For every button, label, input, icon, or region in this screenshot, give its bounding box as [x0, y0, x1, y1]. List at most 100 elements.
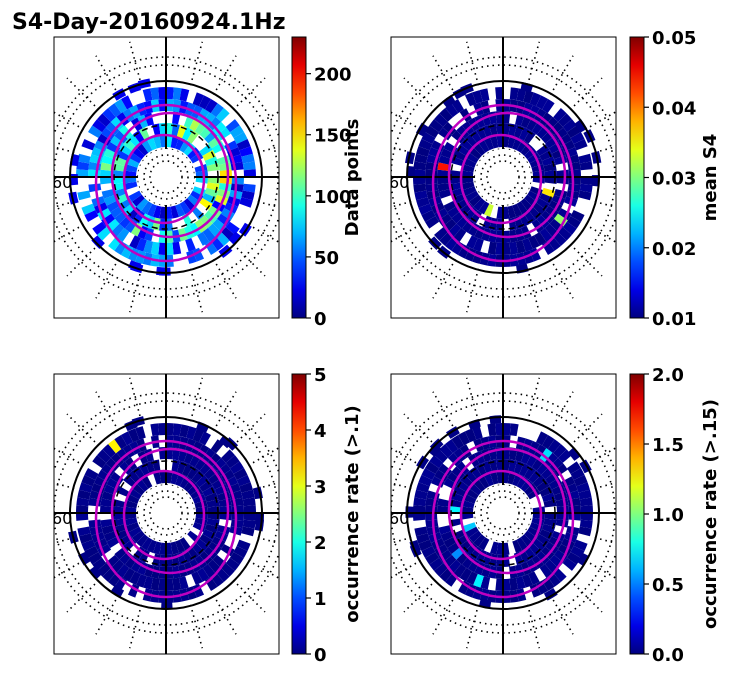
colorbar-tick-label: 0.02 — [652, 239, 696, 260]
heatmap-cell — [562, 221, 577, 235]
heatmap-cell — [464, 92, 477, 107]
heatmap-cell — [434, 469, 449, 482]
heatmap-cell — [101, 189, 116, 199]
radial-gridline — [232, 243, 266, 277]
heatmap-cell — [198, 95, 211, 110]
heatmap-cell — [171, 459, 180, 473]
heatmap-cell — [127, 470, 141, 484]
colorbar-label: occurrence rate (>.1) — [342, 405, 363, 622]
heatmap-cell — [191, 206, 205, 220]
heatmap-cell — [76, 505, 89, 513]
radial-gridline — [54, 482, 75, 490]
heatmap-cell — [93, 476, 108, 488]
heatmap-cell — [509, 423, 519, 437]
heatmap-cell — [229, 461, 244, 474]
heatmap-cell — [179, 424, 190, 438]
heatmap-cell — [166, 471, 173, 484]
heatmap-cell — [89, 565, 103, 580]
radial-gridline — [432, 594, 457, 635]
heatmap-cell — [166, 542, 173, 555]
heatmap-cell — [441, 94, 456, 108]
heatmap-cell — [137, 114, 149, 129]
colorbar-tick-label: 0.0 — [652, 645, 684, 666]
heatmap-cell — [523, 250, 534, 264]
heatmap-cell — [110, 452, 125, 467]
heatmap-cell — [425, 125, 440, 138]
heatmap-cell — [228, 231, 242, 246]
heatmap-cell — [414, 489, 428, 500]
heatmap-cell — [170, 471, 179, 485]
heatmap-cell — [198, 431, 211, 446]
heatmap-cell — [579, 183, 593, 193]
colorbar: 0.0 0.5 1.0 1.5 2.0 occurrence rate (>.15) — [629, 365, 721, 666]
colorbar-tick-label: 1 — [314, 589, 327, 610]
heatmap-cell — [476, 127, 487, 141]
heatmap-cell — [573, 474, 588, 487]
heatmap-cell — [466, 235, 478, 250]
heatmap-cell — [239, 146, 253, 157]
heatmap-cell — [143, 576, 154, 590]
heatmap-cell — [507, 471, 516, 485]
radial-gridline — [54, 536, 75, 544]
heatmap-cell — [490, 471, 499, 485]
heatmap-cell — [233, 545, 248, 558]
heatmap-cell — [141, 537, 153, 551]
heatmap-cell — [453, 228, 467, 242]
heatmap-cell — [172, 87, 182, 101]
heatmap-cell — [171, 123, 180, 137]
latitude-label: 60 — [389, 173, 409, 192]
heatmap-cell — [77, 153, 91, 164]
heatmap-cell — [508, 459, 517, 473]
heatmap-cell — [529, 247, 542, 262]
heatmap-cell — [430, 202, 445, 214]
heatmap-cell — [170, 541, 179, 555]
radial-gridline — [391, 111, 422, 131]
heatmap-cell — [100, 498, 114, 507]
heatmap-cell — [476, 549, 487, 563]
heatmap-cell — [137, 225, 149, 240]
heatmap-cell — [217, 463, 231, 477]
heatmap-cell — [81, 474, 96, 487]
colorbar-tick-label: 4 — [314, 421, 327, 442]
heatmap-cell — [158, 87, 166, 100]
heatmap-cell — [130, 558, 143, 573]
heatmap-cell — [141, 201, 153, 215]
heatmap-cell — [175, 539, 186, 553]
auroral-ovals — [431, 103, 575, 263]
heatmap-cell — [225, 557, 240, 571]
heatmap-cell — [204, 187, 219, 198]
pole-cap — [138, 149, 194, 205]
heatmap-cell — [128, 152, 142, 164]
heatmap-cell — [100, 505, 113, 513]
heatmap-cell — [566, 125, 581, 138]
colorbar-tick-label: 0.01 — [652, 309, 696, 330]
heatmap-cell — [182, 463, 193, 477]
heatmap-cell — [535, 95, 548, 110]
oval-contour — [431, 439, 575, 599]
colorbar-tick-label: 3 — [314, 477, 327, 498]
heatmap-cell — [159, 542, 166, 555]
heatmap-cell — [549, 121, 564, 136]
heatmap-cell — [197, 567, 210, 582]
panel-3: 60 0 1 2 3 4 5 occurrence rate (>.1) — [53, 365, 363, 666]
heatmap-cell — [554, 127, 568, 141]
heatmap-cell — [243, 505, 256, 513]
heatmap-cell — [126, 493, 140, 504]
heatmap-cell — [416, 146, 430, 157]
heatmap-cell — [166, 242, 174, 255]
heatmap-cell — [561, 538, 576, 550]
heatmap-cell — [139, 213, 150, 227]
heatmap-cell — [204, 492, 219, 503]
heatmap-cell — [507, 135, 516, 149]
heatmap-cell — [553, 568, 567, 582]
heatmap-cell — [236, 138, 251, 151]
radial-gridline — [54, 111, 85, 131]
radial-gridline — [232, 77, 266, 111]
heatmap-cell — [205, 99, 218, 114]
radial-gridline — [584, 446, 616, 467]
colorbar: 0.01 0.02 0.03 0.04 0.05 mean S4 — [629, 28, 721, 330]
radial-gridline — [95, 391, 120, 432]
colorbar-tick-label: 0 — [314, 309, 327, 330]
heatmap-cell — [166, 578, 174, 591]
heatmap-cell — [76, 169, 89, 177]
